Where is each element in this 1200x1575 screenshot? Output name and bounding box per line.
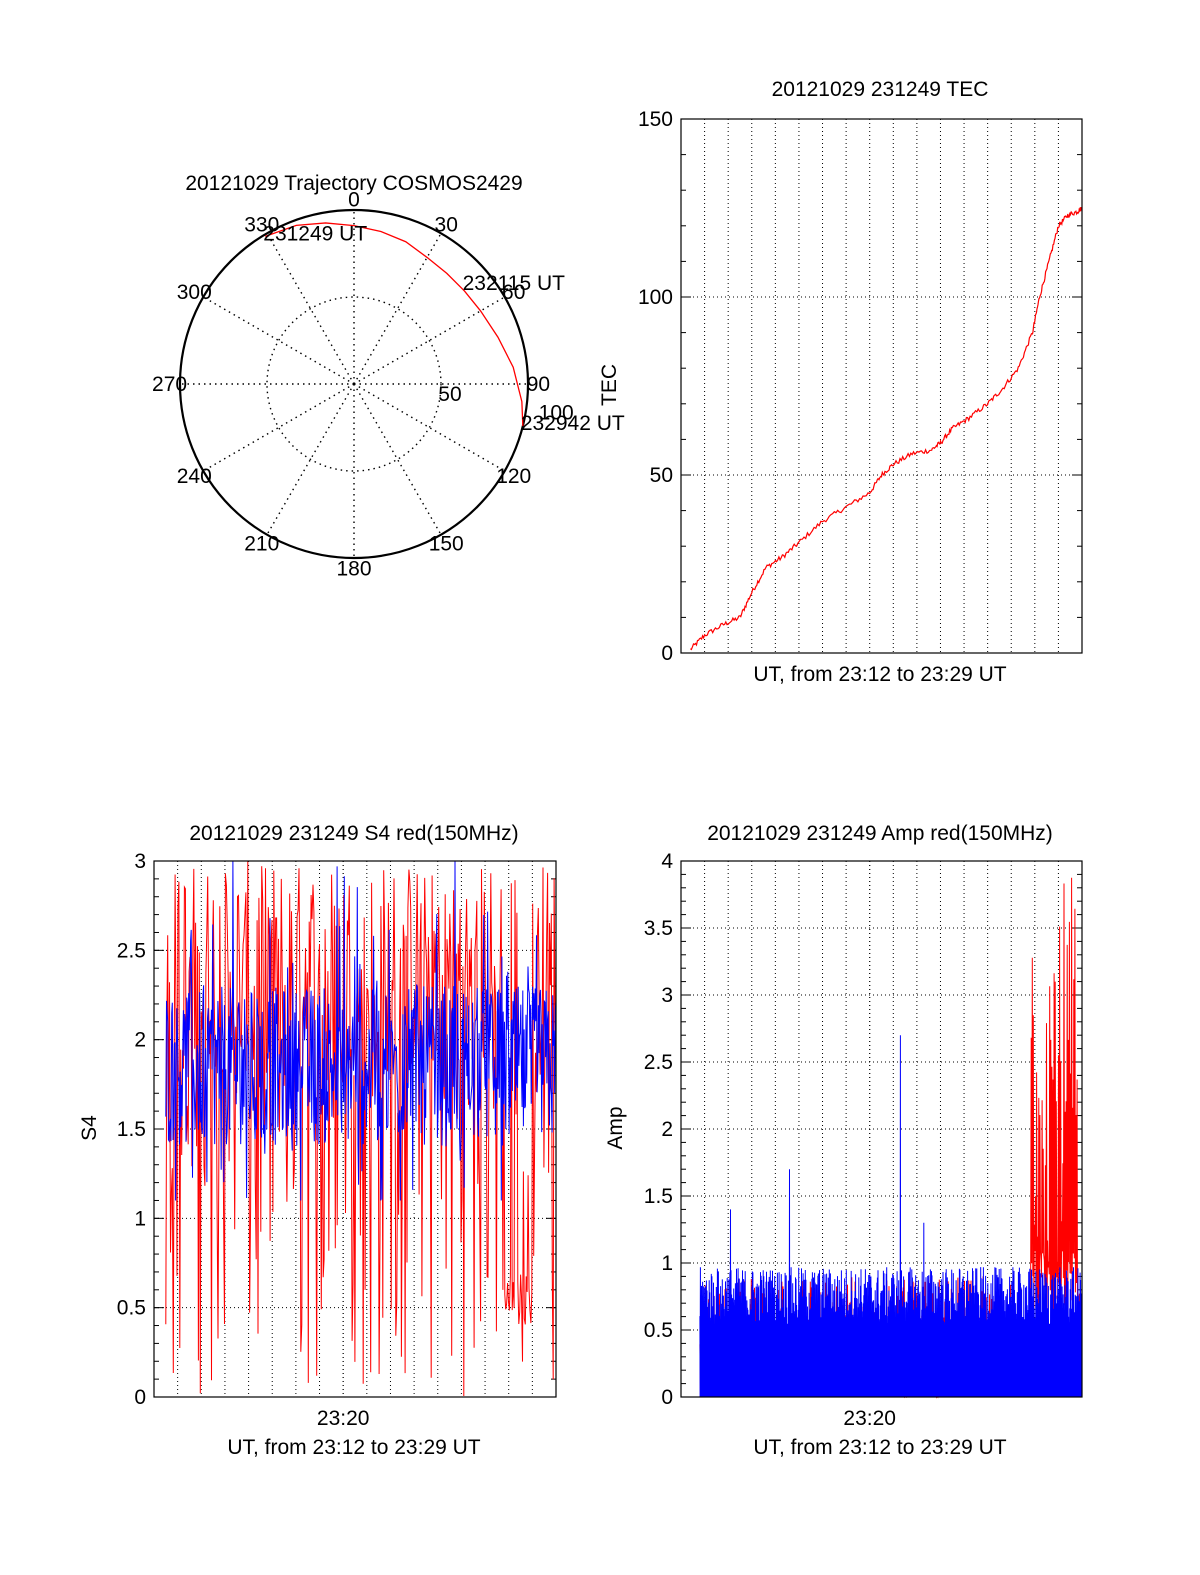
tec-title: 20121029 231249 TEC [772,78,989,101]
tec-x-label: UT, from 23:12 to 23:29 UT [753,663,1006,686]
trajectory-polar-plot: 20121029 Trajectory COSMOS2429 0 30 60 90 12… [152,172,625,580]
polar-angle-label: 30 [435,213,458,236]
y-tick-label: 150 [638,108,673,131]
y-tick-label: 0 [661,1386,673,1409]
y-tick-label: 2.5 [117,939,146,962]
polar-angle-label: 180 [336,557,371,580]
y-tick-label: 0.5 [117,1297,146,1320]
polar-spoke [353,232,442,385]
y-tick-label: 4 [661,850,673,873]
polar-spoke [353,383,506,472]
s4-title: 20121029 231249 S4 red(150MHz) [189,822,518,845]
s4-blue-series [165,860,557,1201]
amp-x-label: UT, from 23:12 to 23:29 UT [753,1436,1006,1459]
polar-angle-label: 210 [244,533,279,556]
y-tick-label: 3.5 [644,917,673,940]
polar-angle-label: 330 [244,213,279,236]
polar-radial-label: 50 [438,383,461,406]
y-tick-label: 0 [134,1386,146,1409]
polar-spoke [266,232,355,385]
y-tick-label: 1.5 [644,1185,673,1208]
amp-title: 20121029 231249 Amp red(150MHz) [707,822,1053,845]
polar-angle-label: 300 [177,281,212,304]
y-tick-label: 3 [661,984,673,1007]
y-tick-label: 2.5 [644,1051,673,1074]
trajectory-annotation: 232115 UT [463,272,566,295]
y-tick-label: 50 [650,464,673,487]
polar-angle-label: 120 [496,465,531,488]
plot-frame [680,860,1083,1398]
amp-blue-series [699,1035,1083,1398]
y-tick-label: 1 [661,1252,673,1275]
trajectory-line [265,222,524,427]
y-tick-label: 3 [134,850,146,873]
amp-y-label: Amp [604,1106,627,1149]
y-tick-label: 0.5 [644,1319,673,1342]
polar-angle-label: 270 [152,373,187,396]
polar-spoke [353,383,442,536]
polar-angle-label: 0 [348,189,360,212]
polar-inner-ring [266,296,442,472]
polar-grid [178,208,530,560]
y-tick-label: 2 [661,1118,673,1141]
trajectory-annotation: 232942 UT [521,412,625,435]
polar-angle-label: 90 [527,373,550,396]
trajectory-annotation: 231249 UT [263,222,367,245]
polar-spoke [202,383,355,472]
x-tick-label: 23:20 [317,1407,370,1430]
polar-angle-labels: 0 30 60 90 120 150 180 210 240 270 300 330 50 100 [152,189,574,581]
y-tick-label: 2 [134,1029,146,1052]
tec-plot: 20121029 231249 TEC UT, from 23:12 to 23… [598,78,1083,686]
polar-spoke [266,383,355,536]
s4-y-label: S4 [78,1115,101,1141]
polar-angle-label: 60 [502,281,525,304]
polar-angle-label: 150 [429,533,464,556]
polar-radial-label: 100 [539,402,574,425]
tec-y-label: TEC [598,364,621,406]
polar-outer-ring [178,208,530,560]
plot-frame [153,860,557,1398]
plot-frame [680,118,1083,654]
trajectory-annotations: 231249 UT 232115 UT 232942 UT [263,222,625,435]
y-tick-label: 1.5 [117,1118,146,1141]
y-tick-label: 100 [638,286,673,309]
polar-angle-label: 240 [177,465,212,488]
amp-plot: 20121029 231249 Amp red(150MHz) UT, from… [604,822,1083,1459]
polar-spoke [353,296,506,385]
y-tick-label: 1 [134,1207,146,1230]
s4-x-label: UT, from 23:12 to 23:29 UT [227,1436,480,1459]
x-tick-label: 23:20 [843,1407,896,1430]
polar-spoke [202,296,355,385]
polar-title: 20121029 Trajectory COSMOS2429 [185,172,522,195]
trajectory-track [265,222,524,427]
tec-series-line [690,206,1083,651]
s4-plot: 20121029 231249 S4 red(150MHz) UT, from … [78,822,557,1459]
y-tick-label: 0 [661,642,673,665]
